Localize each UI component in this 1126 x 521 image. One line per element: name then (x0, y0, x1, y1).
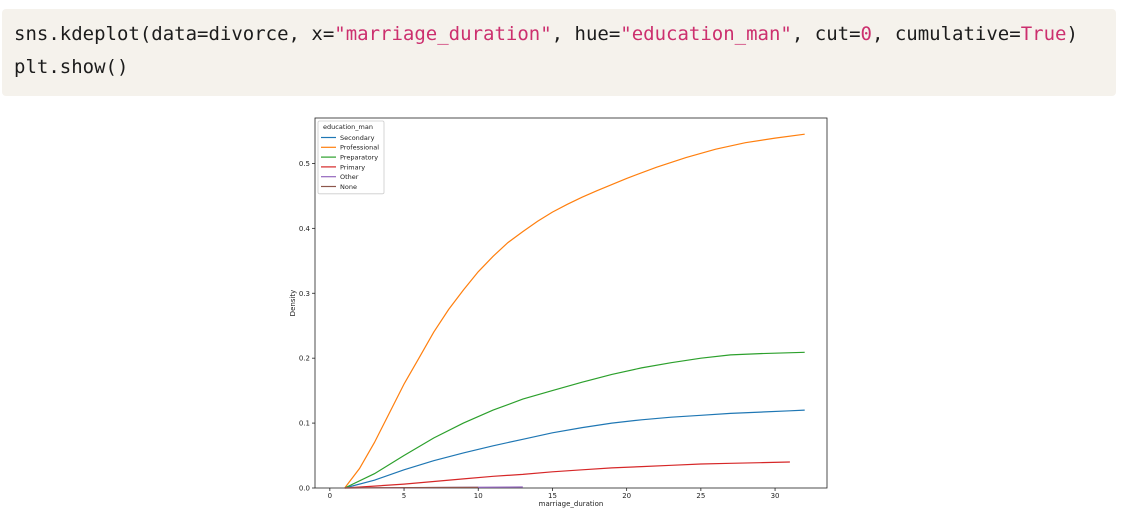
y-tick-label: 0.1 (299, 420, 310, 428)
x-tick-label: 10 (474, 492, 483, 500)
y-tick-label: 0.0 (299, 485, 310, 493)
x-tick-label: 25 (696, 492, 705, 500)
code-token-plain: ) (1066, 23, 1078, 45)
code-token-plain: , hue= (551, 23, 621, 45)
x-tick-label: 5 (402, 492, 406, 500)
y-tick-label: 0.3 (299, 290, 310, 298)
y-tick-label: 0.2 (299, 355, 310, 363)
x-tick-label: 30 (771, 492, 780, 500)
legend-label-professional: Professional (340, 144, 379, 152)
code-token-str: "marriage_duration" (334, 23, 552, 45)
plot-area (314, 117, 828, 489)
code-token-plain: sns.kdeplot(data=divorce, x= (14, 23, 335, 45)
code-token-kw: True (1020, 23, 1067, 45)
x-tick-label: 20 (622, 492, 631, 500)
legend-label-other: Other (340, 173, 359, 181)
x-tick-label: 0 (328, 492, 332, 500)
x-tick-label: 15 (548, 492, 557, 500)
y-tick-label: 0.4 (299, 225, 311, 233)
legend-label-secondary: Secondary (340, 134, 375, 142)
legend-label-none: None (340, 183, 357, 191)
code-token-num: 0 (860, 23, 872, 45)
code-token-str: "education_man" (620, 23, 792, 45)
legend-title: education_man (323, 123, 373, 131)
code-cell: sns.kdeplot(data=divorce, x="marriage_du… (2, 9, 1116, 96)
code-token-plain: , cut= (791, 23, 861, 45)
code-line-kdeplot: sns.kdeplot(data=divorce, x="marriage_du… (14, 23, 1078, 45)
series-line-primary (344, 461, 790, 489)
series-line-secondary (344, 409, 805, 489)
legend-label-preparatory: Preparatory (340, 154, 378, 162)
series-line-professional (344, 133, 805, 489)
x-axis-label: marriage_duration (539, 500, 604, 508)
legend-box (317, 120, 385, 195)
code-line-show: plt.show() (14, 56, 129, 78)
y-tick-label: 0.5 (299, 160, 310, 168)
code-token-plain: , cumulative= (871, 23, 1021, 45)
series-line-preparatory (344, 351, 805, 489)
series-line-none (344, 486, 479, 489)
legend-label-primary: Primary (340, 163, 365, 171)
y-axis-label: Density (289, 290, 297, 317)
